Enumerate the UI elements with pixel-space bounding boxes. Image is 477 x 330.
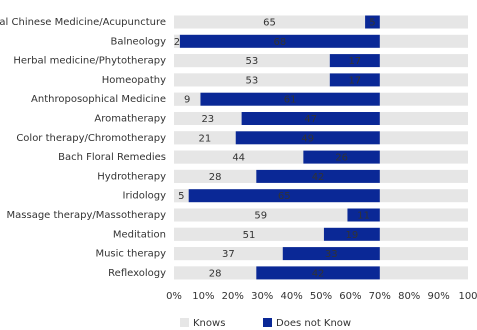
- value-label: 5: [369, 18, 375, 29]
- y-tick-label: Massage therapy/Massotherapy: [7, 210, 167, 221]
- value-label: 28: [209, 268, 222, 279]
- value-label: 42: [312, 172, 325, 183]
- y-tick-label: Iridology: [123, 191, 167, 202]
- y-tick-label: Bach Floral Remedies: [58, 152, 166, 163]
- legend-swatch: [263, 318, 272, 327]
- y-tick-label: Color therapy/Chromotherapy: [16, 133, 166, 144]
- x-tick-label: 60%: [339, 291, 361, 302]
- value-label: 42: [312, 268, 325, 279]
- bar: [174, 15, 366, 29]
- value-label: 33: [325, 249, 338, 260]
- x-tick-label: 20%: [222, 291, 244, 302]
- bar: [174, 73, 330, 87]
- x-tick-label: 0%: [166, 291, 182, 302]
- bar: [303, 150, 380, 164]
- value-label: 65: [278, 191, 291, 202]
- bar: [256, 169, 380, 183]
- y-tick-label: Homeopathy: [102, 75, 166, 86]
- value-label: 11: [357, 211, 370, 222]
- bar: [174, 189, 189, 203]
- value-label: 68: [273, 37, 286, 48]
- value-label: 21: [199, 133, 212, 144]
- bar: [235, 131, 380, 145]
- value-label: 2: [174, 37, 180, 48]
- x-tick-label: 50%: [310, 291, 332, 302]
- x-tick-label: 30%: [251, 291, 273, 302]
- bar: [200, 92, 380, 106]
- x-tick-label: 100: [458, 291, 477, 302]
- value-label: 26: [335, 153, 348, 164]
- value-label: 49: [301, 133, 314, 144]
- value-label: 53: [246, 56, 259, 67]
- value-label: 9: [184, 95, 190, 106]
- y-tick-label: Herbal medicine/Phytotherapy: [13, 56, 166, 67]
- bar: [241, 112, 380, 125]
- y-tick-label: Hydrotherapy: [97, 171, 166, 182]
- bar: [323, 227, 380, 241]
- value-label: 61: [284, 95, 297, 106]
- value-label: 23: [201, 114, 214, 125]
- bar: [188, 189, 380, 203]
- x-tick-label: 80%: [398, 291, 420, 302]
- value-label: 19: [346, 230, 359, 241]
- bar: [174, 112, 242, 125]
- value-label: 53: [246, 75, 259, 86]
- value-label: 37: [222, 249, 235, 260]
- y-tick-label: Balneology: [110, 36, 166, 47]
- value-label: 17: [348, 56, 361, 67]
- bar: [365, 15, 380, 29]
- bar: [174, 208, 348, 222]
- bar: [174, 54, 330, 68]
- bar: [174, 150, 304, 164]
- value-label: 59: [254, 211, 267, 222]
- bar: [179, 34, 380, 48]
- bar: [174, 34, 180, 48]
- value-label: 17: [348, 75, 361, 86]
- bar: [329, 54, 380, 68]
- bar: [174, 266, 257, 280]
- legend-swatch: [180, 318, 189, 327]
- bar: [174, 169, 257, 183]
- y-tick-label: Reflexology: [108, 268, 166, 279]
- x-tick-label: 10%: [192, 291, 214, 302]
- x-tick-label: 40%: [280, 291, 302, 302]
- y-tick-label: Aromatherapy: [94, 114, 166, 125]
- bar: [329, 73, 380, 87]
- x-tick-label: 90%: [427, 291, 449, 302]
- legend-label: Knows: [193, 318, 225, 329]
- bar: [174, 227, 324, 241]
- y-tick-label: Meditation: [113, 229, 166, 240]
- value-label: 51: [243, 230, 256, 241]
- value-label: 65: [263, 18, 276, 29]
- legend-label: Does not Know: [276, 318, 351, 329]
- bar: [174, 92, 201, 106]
- value-label: 44: [232, 153, 245, 164]
- bar: [174, 247, 283, 261]
- bar: [174, 131, 236, 145]
- bar: [282, 247, 380, 261]
- y-tick-label: Anthroposophical Medicine: [31, 94, 166, 105]
- bar: [347, 208, 380, 222]
- bar: [256, 266, 380, 280]
- value-label: 47: [304, 114, 317, 125]
- y-tick-label: onal Chinese Medicine/Acupuncture: [0, 17, 166, 28]
- value-label: 5: [178, 191, 184, 202]
- y-tick-label: Music therapy: [95, 249, 166, 260]
- x-tick-label: 70%: [369, 291, 391, 302]
- value-label: 28: [209, 172, 222, 183]
